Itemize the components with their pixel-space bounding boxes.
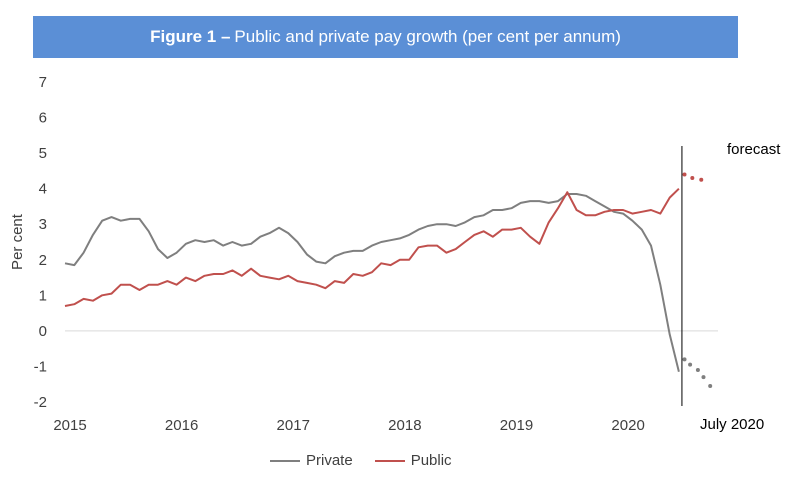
chart-title: Figure 1 – Public and private pay growth… <box>33 16 738 58</box>
y-tick-label: 1 <box>39 287 47 304</box>
x-tick-label: 2015 <box>53 417 86 434</box>
forecast-point-private <box>682 357 687 362</box>
y-tick-label: 2 <box>39 252 47 269</box>
legend-item-public: Public <box>374 452 452 469</box>
july-2020-label: July 2020 <box>700 416 764 433</box>
y-axis-label: Per cent <box>9 213 26 270</box>
forecast-point-private <box>701 375 706 380</box>
y-tick-label: 6 <box>39 110 47 127</box>
forecast-point-public <box>682 172 687 177</box>
forecast-point-public <box>699 177 704 182</box>
legend-swatch-private <box>270 459 300 462</box>
forecast-label: forecast <box>727 141 781 158</box>
x-tick-label: 2016 <box>165 417 198 434</box>
x-tick-label: 2020 <box>611 417 644 434</box>
series-lines <box>64 187 680 373</box>
chart-title-bold: Figure 1 – <box>150 27 231 46</box>
y-tick-label: -1 <box>34 358 47 375</box>
x-tick-label: 2018 <box>388 417 421 434</box>
y-tick-label: 0 <box>39 323 47 340</box>
chart-title-rest: Public and private pay growth (per cent … <box>234 27 621 46</box>
legend-label-private: Private <box>306 452 353 469</box>
y-tick-label: 5 <box>39 145 47 162</box>
forecast-point-private <box>695 368 700 372</box>
y-tick-label: 7 <box>39 74 47 91</box>
y-tick-label: 4 <box>39 181 47 198</box>
x-tick-label: 2017 <box>277 417 310 434</box>
series-line-private <box>64 193 680 373</box>
forecast-point-public <box>690 176 695 180</box>
legend-item-private: Private <box>270 452 353 469</box>
x-axis-ticks: 2015 2016 2017 2018 2019 2020 <box>53 417 644 434</box>
forecast-point-private <box>688 362 693 367</box>
y-axis-ticks: 7 6 5 4 3 2 1 0 -1 -2 <box>34 74 47 411</box>
y-tick-label: -2 <box>34 394 47 411</box>
legend-swatch-public <box>374 459 405 462</box>
forecast-points <box>682 172 713 388</box>
series-line-public <box>64 187 680 307</box>
y-tick-label: 3 <box>39 216 47 233</box>
forecast-point-private <box>708 384 713 388</box>
legend-label-public: Public <box>410 452 452 469</box>
x-tick-label: 2019 <box>500 417 533 434</box>
legend: Private Public <box>270 452 452 469</box>
